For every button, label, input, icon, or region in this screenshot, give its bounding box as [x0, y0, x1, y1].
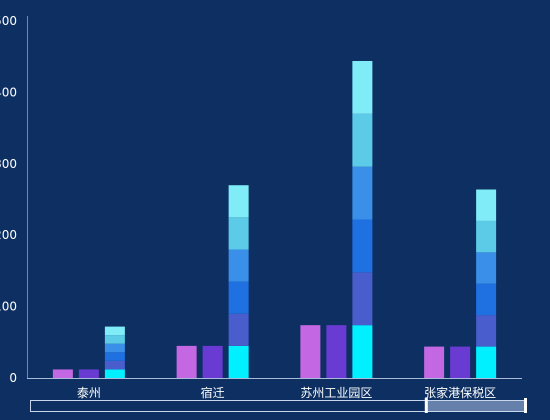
- bar-marks: [52, 60, 497, 378]
- stack-segment-s3-c2: [352, 272, 373, 326]
- stack-segment-s5-c2: [352, 166, 373, 220]
- stack-segment-s7-c0: [104, 326, 125, 336]
- y-tick-label-5: 500: [0, 14, 17, 28]
- stack-segment-s7-c3: [476, 189, 497, 221]
- stack-segment-s5-c3: [476, 252, 497, 284]
- x-tick-label-1: 宿迁: [201, 385, 225, 400]
- y-tick-label-3: 300: [0, 157, 17, 171]
- bar-s1-c2: [326, 325, 347, 378]
- y-tick-label-2: 200: [0, 228, 17, 242]
- stack-segment-s3-c1: [228, 313, 249, 346]
- bar-s1-c1: [202, 345, 223, 378]
- stack-segment-s4-c2: [352, 219, 373, 273]
- stack-segment-s5-c0: [104, 343, 125, 353]
- stack-segment-s6-c3: [476, 220, 497, 253]
- y-tick-label-4: 400: [0, 85, 17, 99]
- x-tick-label-3: 张家港保税区: [424, 385, 496, 400]
- x-axis-tick-labels: 泰州 宿迁 苏州工业园区 张家港保税区: [77, 385, 496, 400]
- y-axis-tick-labels: 0 100 200 300 400 500: [0, 14, 17, 385]
- stack-segment-s2-c0: [104, 369, 125, 378]
- stack-segment-s5-c1: [228, 249, 249, 282]
- stack-segment-s6-c2: [352, 113, 373, 167]
- stack-segment-s2-c3: [476, 346, 497, 378]
- bar-s0-c2: [300, 325, 321, 378]
- stack-segment-s2-c1: [228, 345, 249, 378]
- stack-segment-s6-c1: [228, 217, 249, 250]
- stack-segment-s4-c0: [104, 352, 125, 361]
- y-tick-label-0: 0: [9, 371, 17, 385]
- zoom-handle-start[interactable]: [424, 398, 428, 413]
- stack-segment-s4-c1: [228, 281, 249, 314]
- zoom-handle-end[interactable]: [524, 398, 527, 413]
- stack-segment-s7-c2: [352, 60, 373, 114]
- stack-segment-s6-c0: [104, 335, 125, 344]
- bar-s0-c0: [52, 369, 73, 378]
- bar-s1-c3: [450, 346, 471, 378]
- stack-segment-s7-c1: [228, 185, 249, 218]
- zoom-selected-range[interactable]: [426, 401, 526, 411]
- stack-segment-s4-c3: [476, 283, 497, 316]
- bar-s0-c3: [424, 346, 445, 378]
- y-tick-label-1: 100: [0, 300, 17, 314]
- data-zoom-slider[interactable]: [30, 398, 528, 413]
- bar-s1-c0: [78, 369, 99, 378]
- stack-segment-s3-c0: [104, 360, 125, 370]
- x-tick-label-2: 苏州工业园区: [300, 386, 372, 400]
- x-tick-label-0: 泰州: [77, 386, 101, 400]
- bar-s0-c1: [176, 345, 197, 378]
- stack-segment-s3-c3: [476, 315, 497, 347]
- stack-segment-s2-c2: [352, 325, 373, 378]
